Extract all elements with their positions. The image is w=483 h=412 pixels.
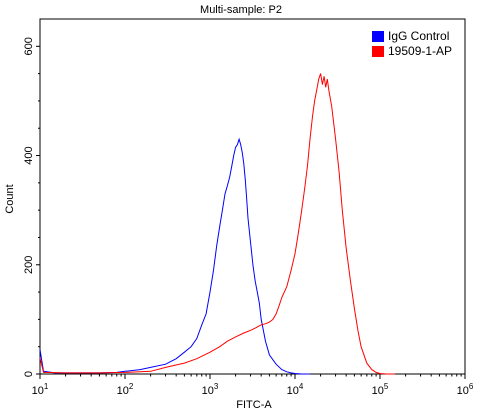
y-axis-ticks: 0 200 400 600 [23,37,40,377]
chart-title: Multi-sample: P2 [200,4,282,16]
series-line-igg-control [39,137,310,375]
x-tick-label: 103 [202,382,219,397]
x-axis-label: FITC-A [236,399,272,411]
series-layer [39,73,395,375]
x-tick-label: 106 [457,382,474,397]
legend-label: 19509-1-AP [388,44,452,58]
y-tick-label: 600 [23,37,35,55]
y-tick-label: 200 [23,256,35,274]
x-tick-label: 101 [32,382,49,397]
y-tick-label: 0 [23,371,35,377]
x-axis-ticks: 101 102 103 104 105 106 [32,374,474,397]
series-line-sample [39,73,395,375]
legend-swatch [372,46,384,57]
legend-label: IgG Control [388,29,449,43]
y-axis-label: Count [4,184,16,213]
x-tick-label: 105 [372,382,389,397]
x-tick-label: 102 [117,382,134,397]
legend-swatch [372,31,384,42]
y-tick-label: 400 [23,146,35,164]
plot-frame [39,18,466,375]
x-tick-label: 104 [287,382,304,397]
